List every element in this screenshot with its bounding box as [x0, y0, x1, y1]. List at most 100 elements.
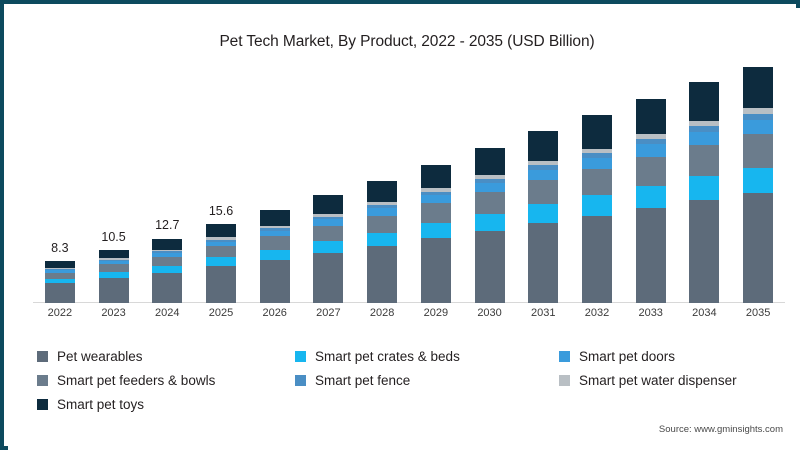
bar-segment-pet-wearables[interactable] [313, 252, 344, 303]
bar-segment-pet-wearables[interactable] [367, 246, 398, 303]
bar-segment-pet-wearables[interactable] [420, 238, 451, 303]
bar-2029[interactable] [420, 164, 451, 303]
bar-2028[interactable] [367, 181, 398, 303]
bar-segment-smart-pet-crates-beds[interactable] [635, 185, 666, 208]
bar-2031[interactable] [528, 131, 559, 303]
bar-2035[interactable] [743, 66, 774, 303]
bar-segment-smart-pet-toys[interactable] [528, 131, 559, 162]
bar-segment-smart-pet-fence[interactable] [420, 191, 451, 196]
bar-segment-smart-pet-fence[interactable] [582, 153, 612, 158]
bar-segment-smart-pet-water-dispenser[interactable] [689, 120, 720, 127]
bar-segment-smart-pet-water-dispenser[interactable] [635, 134, 666, 140]
bar-segment-smart-pet-toys[interactable] [313, 194, 344, 215]
bar-segment-smart-pet-feeders-bowls[interactable] [152, 256, 183, 266]
bar-segment-smart-pet-crates-beds[interactable] [582, 195, 612, 216]
bar-segment-smart-pet-water-dispenser[interactable] [474, 174, 505, 180]
bar-segment-smart-pet-water-dispenser[interactable] [44, 267, 75, 269]
bar-segment-smart-pet-doors[interactable] [259, 230, 290, 237]
bar-segment-smart-pet-water-dispenser[interactable] [206, 237, 236, 240]
bar-segment-smart-pet-feeders-bowls[interactable] [98, 264, 129, 272]
bar-segment-smart-pet-doors[interactable] [474, 183, 505, 193]
bar-segment-smart-pet-doors[interactable] [44, 270, 75, 273]
bar-segment-smart-pet-feeders-bowls[interactable] [420, 203, 451, 224]
bar-segment-smart-pet-crates-beds[interactable] [44, 278, 75, 284]
bar-segment-smart-pet-feeders-bowls[interactable] [582, 168, 612, 196]
bar-2032[interactable] [582, 114, 612, 303]
bar-segment-smart-pet-feeders-bowls[interactable] [259, 236, 290, 250]
bar-segment-smart-pet-feeders-bowls[interactable] [689, 144, 720, 177]
bar-segment-smart-pet-feeders-bowls[interactable] [367, 215, 398, 233]
bar-segment-pet-wearables[interactable] [259, 259, 290, 303]
bar-segment-smart-pet-doors[interactable] [635, 144, 666, 157]
bar-segment-smart-pet-fence[interactable] [259, 228, 290, 231]
bar-segment-smart-pet-toys[interactable] [259, 210, 290, 226]
bar-segment-smart-pet-doors[interactable] [582, 157, 612, 169]
bar-segment-smart-pet-toys[interactable] [152, 238, 183, 250]
bar-segment-smart-pet-toys[interactable] [474, 148, 505, 175]
bar-segment-pet-wearables[interactable] [98, 278, 129, 303]
bar-segment-smart-pet-feeders-bowls[interactable] [743, 134, 774, 168]
bar-segment-smart-pet-crates-beds[interactable] [689, 176, 720, 201]
bar-segment-smart-pet-crates-beds[interactable] [420, 223, 451, 239]
bar-segment-smart-pet-feeders-bowls[interactable] [313, 225, 344, 241]
bar-segment-smart-pet-feeders-bowls[interactable] [474, 192, 505, 215]
bar-2024[interactable] [152, 238, 183, 303]
legend-item-pet-wearables[interactable]: Pet wearables [37, 349, 143, 364]
bar-segment-smart-pet-water-dispenser[interactable] [367, 202, 398, 206]
bar-segment-smart-pet-crates-beds[interactable] [474, 214, 505, 231]
bar-2022[interactable] [44, 260, 75, 303]
bar-segment-smart-pet-toys[interactable] [420, 164, 451, 189]
bar-segment-smart-pet-water-dispenser[interactable] [528, 161, 559, 166]
bar-segment-smart-pet-doors[interactable] [528, 169, 559, 181]
legend-item-smart-pet-water-dispenser[interactable]: Smart pet water dispenser [559, 373, 737, 388]
legend-item-smart-pet-crates-beds[interactable]: Smart pet crates & beds [295, 349, 460, 364]
bar-segment-pet-wearables[interactable] [44, 283, 75, 303]
bar-segment-smart-pet-fence[interactable] [44, 268, 75, 270]
bar-2027[interactable] [313, 194, 344, 303]
bar-segment-smart-pet-crates-beds[interactable] [152, 265, 183, 274]
bar-segment-smart-pet-water-dispenser[interactable] [420, 188, 451, 192]
bar-segment-pet-wearables[interactable] [206, 265, 236, 303]
bar-segment-smart-pet-water-dispenser[interactable] [152, 249, 183, 252]
legend-item-smart-pet-doors[interactable]: Smart pet doors [559, 349, 675, 364]
bar-segment-smart-pet-toys[interactable] [743, 66, 774, 108]
bar-segment-smart-pet-doors[interactable] [98, 261, 129, 265]
bar-segment-smart-pet-crates-beds[interactable] [367, 232, 398, 247]
bar-segment-smart-pet-fence[interactable] [206, 239, 236, 242]
bar-segment-pet-wearables[interactable] [689, 200, 720, 303]
bar-segment-smart-pet-doors[interactable] [743, 120, 774, 135]
bar-segment-smart-pet-doors[interactable] [367, 208, 398, 216]
bar-segment-pet-wearables[interactable] [743, 193, 774, 303]
bar-segment-smart-pet-fence[interactable] [528, 165, 559, 170]
bar-segment-smart-pet-toys[interactable] [689, 81, 720, 121]
bar-segment-smart-pet-water-dispenser[interactable] [582, 148, 612, 154]
bar-segment-smart-pet-water-dispenser[interactable] [313, 214, 344, 217]
bar-segment-smart-pet-water-dispenser[interactable] [743, 107, 774, 114]
bar-segment-smart-pet-toys[interactable] [206, 223, 236, 238]
bar-segment-smart-pet-crates-beds[interactable] [313, 241, 344, 253]
bar-2034[interactable] [689, 81, 720, 303]
bar-segment-pet-wearables[interactable] [152, 273, 183, 303]
legend-item-smart-pet-fence[interactable]: Smart pet fence [295, 373, 410, 388]
bar-segment-smart-pet-feeders-bowls[interactable] [44, 272, 75, 279]
bar-segment-smart-pet-doors[interactable] [206, 241, 236, 247]
bar-segment-smart-pet-toys[interactable] [367, 181, 398, 203]
bar-segment-pet-wearables[interactable] [635, 207, 666, 303]
bar-segment-smart-pet-toys[interactable] [635, 98, 666, 135]
bar-segment-smart-pet-toys[interactable] [98, 249, 129, 259]
bar-segment-smart-pet-fence[interactable] [367, 205, 398, 209]
bar-segment-pet-wearables[interactable] [474, 230, 505, 303]
bar-segment-smart-pet-feeders-bowls[interactable] [206, 246, 236, 258]
bar-segment-smart-pet-water-dispenser[interactable] [98, 258, 129, 260]
bar-2025[interactable] [206, 223, 236, 303]
bar-2023[interactable] [98, 249, 129, 303]
bar-segment-smart-pet-crates-beds[interactable] [206, 257, 236, 266]
bar-segment-smart-pet-fence[interactable] [635, 139, 666, 145]
bar-segment-smart-pet-fence[interactable] [743, 113, 774, 121]
bar-segment-smart-pet-doors[interactable] [152, 252, 183, 257]
bar-segment-smart-pet-fence[interactable] [152, 251, 183, 253]
bar-segment-smart-pet-crates-beds[interactable] [259, 249, 290, 260]
bar-segment-smart-pet-crates-beds[interactable] [743, 167, 774, 194]
legend-item-smart-pet-toys[interactable]: Smart pet toys [37, 397, 144, 412]
bar-segment-smart-pet-crates-beds[interactable] [98, 272, 129, 279]
